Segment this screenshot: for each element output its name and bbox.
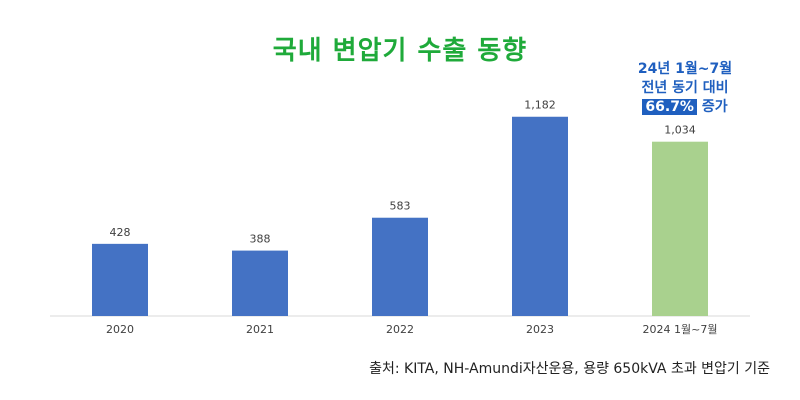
annotation-line-3: 66.7% 증가	[600, 98, 770, 117]
bar-0	[92, 243, 148, 316]
data-label-2: 583	[390, 200, 411, 213]
data-label-3: 1,182	[524, 99, 556, 112]
bar-2	[372, 217, 428, 316]
bar-4	[652, 141, 708, 316]
data-label-4: 1,034	[664, 124, 696, 137]
growth-annotation: 24년 1월~7월 전년 동기 대비 66.7% 증가	[600, 60, 770, 117]
bar-3	[512, 116, 568, 317]
x-tick-label-4: 2024 1월~7월	[643, 323, 718, 336]
annotation-suffix: 증가	[701, 99, 728, 115]
annotation-line-2: 전년 동기 대비	[641, 80, 729, 96]
x-tick-label-1: 2021	[246, 323, 274, 336]
x-tick-label-2: 2022	[386, 323, 414, 336]
x-tick-label-0: 2020	[106, 323, 134, 336]
source-note: 출처: KITA, NH-Amundi자산운용, 용량 650kVA 초과 변압…	[369, 361, 770, 377]
x-tick-label-3: 2023	[526, 323, 554, 336]
annotation-line-1: 24년 1월~7월	[637, 61, 733, 77]
data-label-0: 428	[110, 226, 131, 239]
bar-1	[232, 250, 288, 316]
data-label-1: 388	[250, 233, 271, 246]
annotation-highlight: 66.7%	[642, 99, 697, 115]
chart-title: 국내 변압기 수출 동향	[272, 36, 528, 66]
